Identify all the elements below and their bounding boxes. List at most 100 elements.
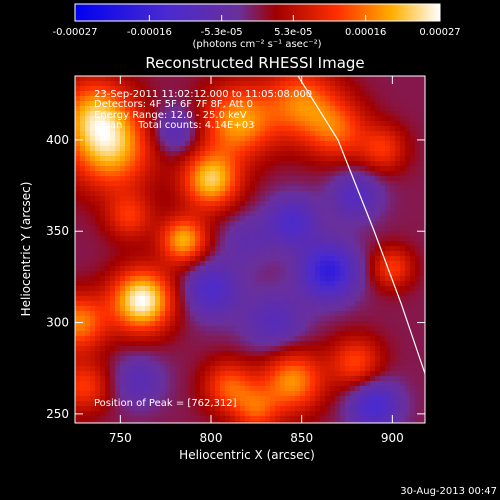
heatmap-cell: [335, 96, 341, 102]
heatmap-cell: [365, 121, 371, 127]
heatmap-cell: [240, 186, 246, 192]
heatmap-cell: [365, 156, 371, 162]
heatmap-cell: [220, 101, 226, 107]
heatmap-cell: [285, 276, 291, 282]
heatmap-cell: [120, 326, 126, 332]
heatmap-cell: [160, 86, 166, 92]
x-tick-label: 800: [200, 431, 223, 445]
heatmap-cell: [385, 186, 391, 192]
heatmap-cell: [325, 196, 331, 202]
heatmap-cell: [135, 166, 141, 172]
heatmap-cell: [220, 331, 226, 337]
heatmap-cell: [355, 161, 361, 167]
heatmap-cell: [125, 256, 131, 262]
heatmap-cell: [165, 356, 171, 362]
heatmap-cell: [200, 276, 206, 282]
heatmap-cell: [135, 346, 141, 352]
heatmap-cell: [270, 171, 276, 177]
heatmap-cell: [120, 261, 126, 267]
heatmap-cell: [245, 221, 251, 227]
heatmap-cell: [315, 86, 321, 92]
heatmap-cell: [110, 321, 116, 327]
heatmap-cell: [295, 391, 301, 397]
heatmap-cell: [310, 221, 316, 227]
heatmap-cell: [330, 381, 336, 387]
heatmap-cell: [125, 86, 131, 92]
heatmap-cell: [80, 236, 86, 242]
heatmap-cell: [250, 186, 256, 192]
heatmap-cell: [120, 101, 126, 107]
heatmap-cell: [215, 111, 221, 117]
heatmap-cell: [345, 121, 351, 127]
heatmap-cell: [205, 391, 211, 397]
heatmap-cell: [340, 246, 346, 252]
heatmap-cell: [110, 326, 116, 332]
heatmap-cell: [195, 356, 201, 362]
heatmap-cell: [380, 111, 386, 117]
heatmap-cell: [80, 341, 86, 347]
heatmap-cell: [140, 386, 146, 392]
heatmap-cell: [275, 161, 281, 167]
heatmap-cell: [215, 171, 221, 177]
heatmap-cell: [165, 351, 171, 357]
heatmap-cell: [350, 231, 356, 237]
heatmap-cell: [410, 121, 416, 127]
heatmap-cell: [305, 76, 311, 82]
heatmap-cell: [395, 191, 401, 197]
heatmap-cell: [80, 121, 86, 127]
heatmap-cell: [85, 186, 91, 192]
heatmap-cell: [375, 246, 381, 252]
heatmap-cell: [145, 176, 151, 182]
heatmap-cell: [325, 111, 331, 117]
heatmap-cell: [145, 256, 151, 262]
heatmap-cell: [180, 246, 186, 252]
heatmap-cell: [245, 326, 251, 332]
heatmap-cell: [150, 416, 156, 422]
heatmap-cell: [140, 311, 146, 317]
heatmap-cell: [165, 321, 171, 327]
heatmap-cell: [420, 231, 425, 237]
heatmap-cell: [180, 306, 186, 312]
heatmap-cell: [170, 271, 176, 277]
heatmap-cell: [275, 131, 281, 137]
heatmap-cell: [270, 266, 276, 272]
heatmap-cell: [365, 216, 371, 222]
heatmap-cell: [305, 186, 311, 192]
heatmap-cell: [410, 171, 416, 177]
heatmap-cell: [350, 341, 356, 347]
heatmap-cell: [290, 116, 296, 122]
heatmap-cell: [105, 86, 111, 92]
heatmap-cell: [225, 101, 231, 107]
heatmap-cell: [395, 401, 401, 407]
heatmap-cell: [165, 161, 171, 167]
heatmap-cell: [220, 181, 226, 187]
heatmap-cell: [265, 226, 271, 232]
heatmap-cell: [190, 396, 196, 402]
heatmap-cell: [130, 161, 136, 167]
heatmap-cell: [340, 216, 346, 222]
heatmap-cell: [105, 356, 111, 362]
heatmap-cell: [150, 301, 156, 307]
heatmap-cell: [140, 136, 146, 142]
heatmap-cell: [335, 326, 341, 332]
heatmap-cell: [160, 316, 166, 322]
heatmap-cell: [420, 376, 425, 382]
heatmap-cell: [145, 376, 151, 382]
heatmap-cell: [85, 371, 91, 377]
heatmap-cell: [370, 246, 376, 252]
heatmap-cell: [195, 311, 201, 317]
heatmap-cell: [205, 416, 211, 422]
heatmap-cell: [210, 261, 216, 267]
heatmap-cell: [415, 206, 421, 212]
heatmap-cell: [230, 416, 236, 422]
heatmap-cell: [220, 216, 226, 222]
heatmap-cell: [230, 291, 236, 297]
heatmap-cell: [75, 356, 81, 362]
heatmap-cell: [145, 206, 151, 212]
colorbar-strip: [74, 3, 441, 22]
heatmap-cell: [155, 296, 161, 302]
heatmap-cell: [265, 81, 271, 87]
heatmap-cell: [130, 216, 136, 222]
heatmap-cell: [285, 126, 291, 132]
heatmap-cell: [215, 226, 221, 232]
